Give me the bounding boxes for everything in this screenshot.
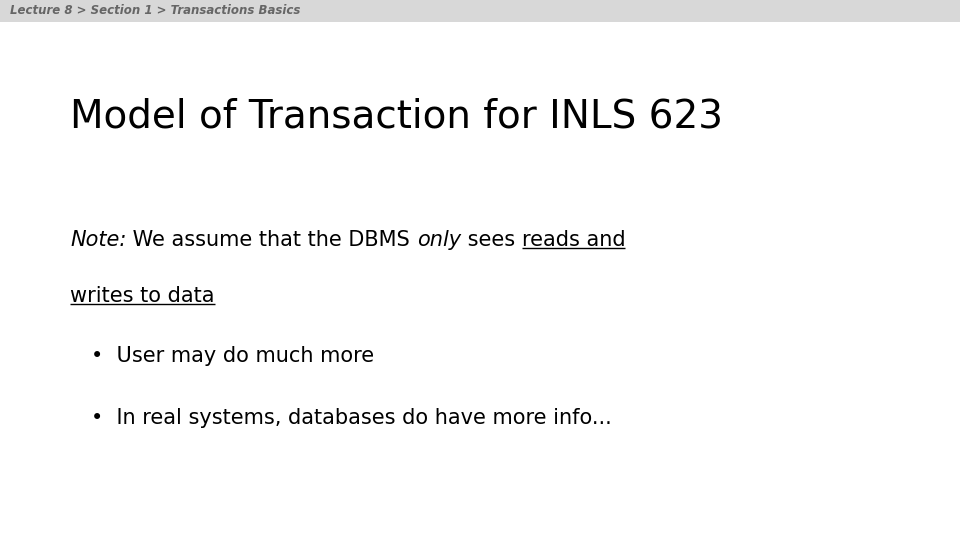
Text: writes to data: writes to data [70,286,215,306]
Text: Note:: Note: [70,230,127,249]
Bar [0,0,960,22]
Text: •  In real systems, databases do have more info...: • In real systems, databases do have mor… [91,408,612,428]
Text: reads and: reads and [521,230,625,249]
Text: We assume that the DBMS: We assume that the DBMS [127,230,417,249]
Text: Model of Transaction for INLS 623: Model of Transaction for INLS 623 [70,97,723,135]
Text: •  User may do much more: • User may do much more [91,346,374,366]
Text: sees: sees [461,230,521,249]
Text: only: only [417,230,461,249]
Text: Lecture 8 > Section 1 > Transactions Basics: Lecture 8 > Section 1 > Transactions Bas… [10,4,300,17]
